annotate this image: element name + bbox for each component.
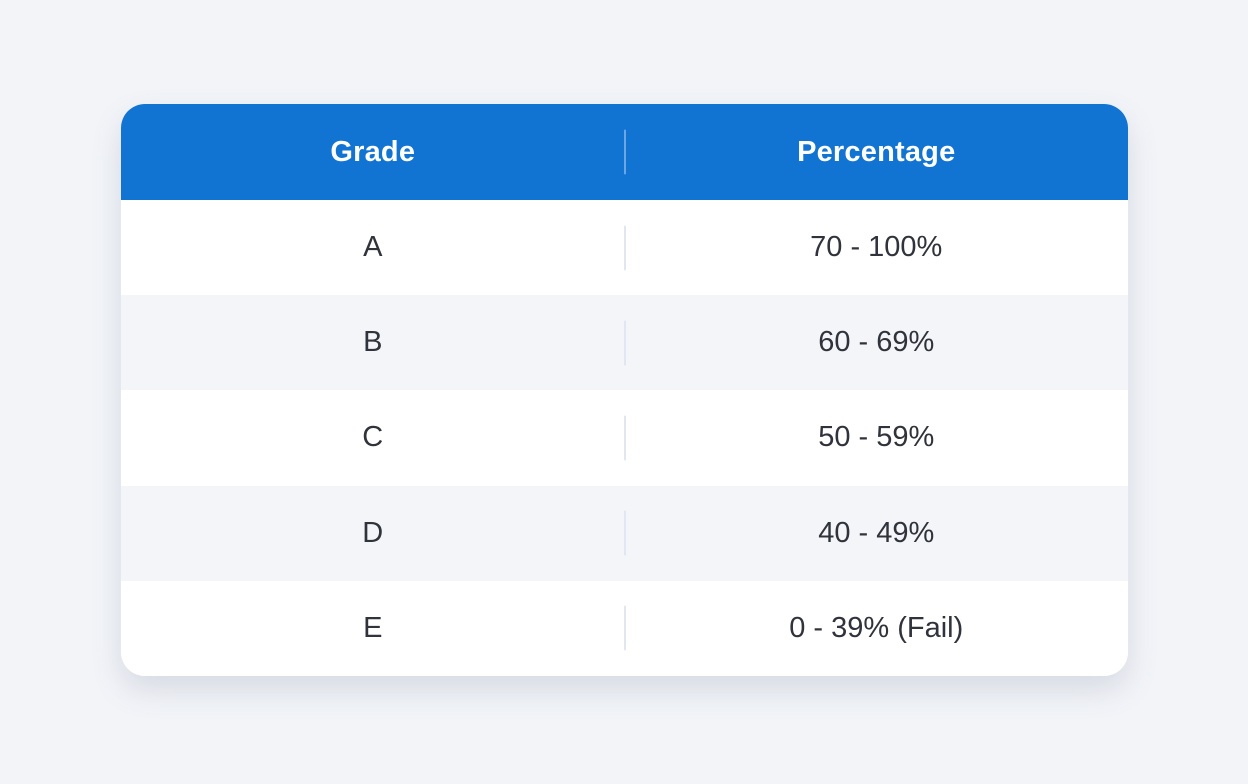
grade-cell: A [363,231,383,264]
table-row: D 40 - 49% [121,485,1128,581]
column-divider [623,320,626,366]
percentage-cell: 40 - 49% [818,516,935,549]
table-row: C 50 - 59% [121,390,1128,486]
grade-cell: C [362,421,384,454]
table-header-row: Grade Percentage [121,104,1128,200]
grade-table-card: Grade Percentage A 70 - 100% B 60 - 69% … [121,104,1128,676]
table-row: B 60 - 69% [121,295,1128,391]
header-cell-grade: Grade [330,135,416,168]
percentage-cell: 70 - 100% [810,231,943,264]
header-column-divider [623,129,626,175]
column-divider [623,510,626,556]
percentage-cell: 0 - 39% (Fail) [789,611,964,644]
grade-cell: E [363,611,383,644]
column-divider [623,225,626,271]
column-divider [623,605,626,651]
percentage-cell: 60 - 69% [818,326,935,359]
percentage-cell: 50 - 59% [818,421,935,454]
column-divider [623,415,626,461]
table-row: E 0 - 39% (Fail) [121,580,1128,676]
grade-cell: D [362,516,384,549]
header-cell-percentage: Percentage [797,135,956,168]
table-row: A 70 - 100% [121,200,1128,296]
grade-cell: B [363,326,383,359]
